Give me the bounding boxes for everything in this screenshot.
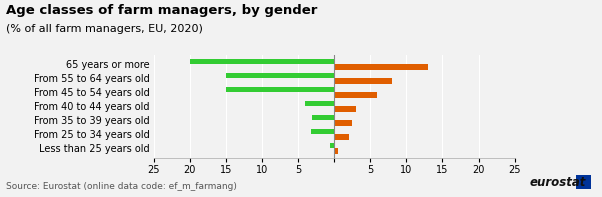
Text: (% of all farm managers, EU, 2020): (% of all farm managers, EU, 2020) [6,24,203,34]
Bar [334,78,392,84]
Bar [312,115,334,120]
Text: Age classes of farm managers, by gender: Age classes of farm managers, by gender [6,4,317,17]
Bar [334,120,352,126]
Bar [334,64,428,70]
Bar [226,73,334,78]
Bar [334,134,349,140]
Text: eurostat: eurostat [530,176,586,189]
Bar [305,101,334,106]
Bar [334,106,356,112]
Bar [190,59,334,64]
Bar [311,129,334,134]
Bar [334,149,338,154]
Bar [330,143,334,149]
Text: Source: Eurostat (online data code: ef_m_farmang): Source: Eurostat (online data code: ef_m… [6,182,237,191]
Bar [334,92,377,98]
Bar [226,87,334,92]
